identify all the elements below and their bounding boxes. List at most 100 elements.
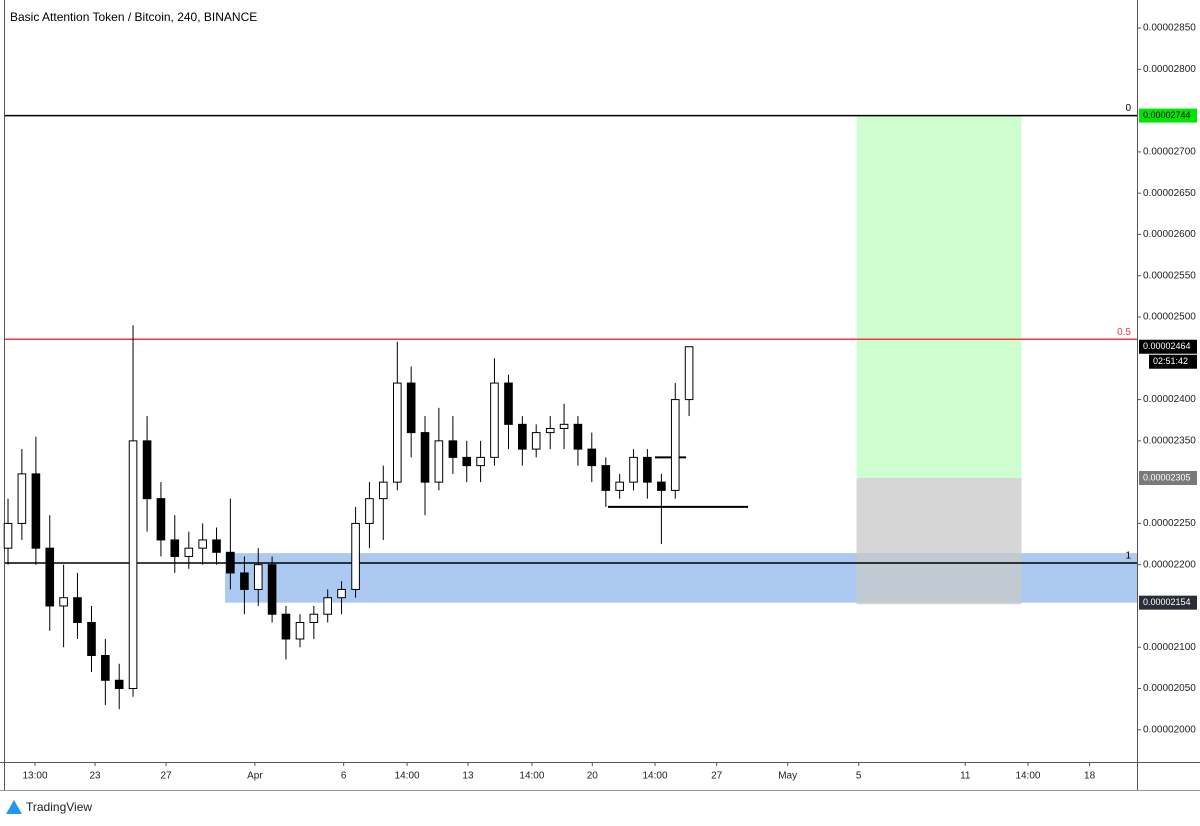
candle-body — [684, 346, 694, 401]
candle-body — [615, 481, 624, 491]
candle-body — [240, 572, 249, 590]
candle-body — [490, 382, 499, 458]
x-tick-label: 5 — [856, 771, 862, 782]
y-tick-label: 0.00002500 — [1143, 312, 1196, 323]
candle-body — [3, 522, 13, 549]
price-tag-label: 0.00002464 — [1143, 341, 1191, 351]
candle-body — [448, 440, 458, 458]
x-tick-label: 27 — [711, 771, 723, 782]
y-tick-label: 0.00002350 — [1143, 435, 1196, 446]
candle-body — [378, 481, 388, 500]
candle-body — [601, 465, 611, 491]
candle-body — [114, 679, 124, 690]
logo: TradingView — [6, 800, 92, 814]
y-tick-label: 0.00002600 — [1143, 229, 1196, 240]
y-tick-label: 0.00002650 — [1143, 188, 1196, 199]
candle-body — [295, 621, 305, 640]
x-tick-label: 27 — [161, 771, 173, 782]
candle-body — [170, 539, 180, 557]
y-tick-label: 0.00002000 — [1143, 724, 1196, 735]
chart-title: Basic Attention Token / Bitcoin, 240, BI… — [10, 10, 257, 24]
candle-body — [59, 597, 68, 607]
candle-body — [212, 539, 221, 553]
candle-body — [573, 423, 583, 450]
candle-body — [226, 551, 235, 574]
candle-body — [629, 456, 638, 483]
x-tick-label: 6 — [341, 771, 347, 782]
x-tick-label: 13 — [462, 771, 474, 782]
candle-body — [643, 456, 652, 483]
candle-body — [504, 382, 513, 425]
level-label: 1 — [1125, 551, 1131, 562]
brand: TradingView — [26, 800, 92, 814]
candle-body — [253, 564, 263, 590]
candle-body — [476, 456, 485, 467]
price-tag-label: 0.00002305 — [1143, 472, 1191, 482]
x-tick-label: May — [778, 771, 797, 782]
y-tick-label: 0.00002250 — [1143, 518, 1196, 529]
level-label: 0 — [1125, 103, 1131, 114]
countdown-bg — [1149, 354, 1197, 369]
price-tag-label: 0.00002744 — [1143, 110, 1191, 120]
candle-body — [45, 547, 55, 607]
candle-body — [420, 432, 430, 483]
y-tick-label: 0.00002400 — [1143, 394, 1196, 405]
candle-body — [101, 655, 110, 681]
candle-body — [393, 382, 402, 483]
y-tick-label: 0.00002800 — [1143, 64, 1196, 75]
candle-body — [31, 473, 41, 549]
candle-body — [351, 522, 360, 590]
x-tick-label: 18 — [1084, 771, 1096, 782]
candle-body — [657, 481, 666, 491]
countdown: 02:51:42 — [1153, 356, 1188, 366]
x-tick-label: 11 — [960, 771, 971, 782]
x-tick-label: Apr — [247, 771, 263, 782]
price-tag — [1139, 595, 1197, 610]
y-tick-label: 0.00002550 — [1143, 270, 1196, 281]
candle-body — [406, 382, 416, 434]
x-tick-label: 14:00 — [395, 771, 420, 782]
logo-icon — [6, 800, 22, 814]
price-tag — [1139, 108, 1197, 123]
candle-body — [531, 432, 541, 450]
x-tick-label: 13:00 — [22, 771, 47, 782]
x-tick-label: 23 — [89, 771, 101, 782]
candle-body — [17, 473, 27, 524]
level-label: 0.5 — [1117, 327, 1131, 338]
candle-body — [434, 440, 444, 483]
candle-body — [128, 440, 138, 690]
candle-body — [281, 613, 291, 640]
x-tick-label: 14:00 — [519, 771, 544, 782]
y-tick-label: 0.00002200 — [1143, 559, 1196, 570]
y-tick-label: 0.00002700 — [1143, 147, 1196, 158]
price-tag — [1139, 471, 1197, 486]
zone — [856, 478, 1022, 605]
candle-body — [73, 597, 82, 623]
candle-body — [87, 621, 96, 657]
candle-body — [142, 440, 152, 500]
candle-body — [156, 498, 166, 541]
y-tick-label: 0.00002050 — [1143, 683, 1196, 694]
candle-body — [365, 498, 374, 524]
candle-body — [559, 423, 569, 429]
candle-body — [462, 456, 472, 467]
y-tick-label: 0.00002850 — [1143, 23, 1196, 34]
y-tick-label: 0.00002100 — [1143, 642, 1196, 653]
candle-body — [587, 448, 597, 467]
candle-body — [670, 399, 680, 491]
price-tag-label: 0.00002154 — [1143, 597, 1191, 607]
plot-area — [3, 114, 1137, 710]
candle-body — [309, 613, 319, 623]
candle-body — [323, 597, 333, 615]
price-tag — [1139, 339, 1197, 354]
candle-body — [267, 564, 277, 615]
x-tick-label: 14:00 — [1015, 771, 1040, 782]
zone — [856, 115, 1022, 479]
candle-body — [184, 547, 194, 557]
candle-body — [337, 588, 346, 599]
candle-body — [518, 423, 527, 450]
x-tick-label: 14:00 — [642, 771, 667, 782]
candle-body — [198, 539, 207, 549]
